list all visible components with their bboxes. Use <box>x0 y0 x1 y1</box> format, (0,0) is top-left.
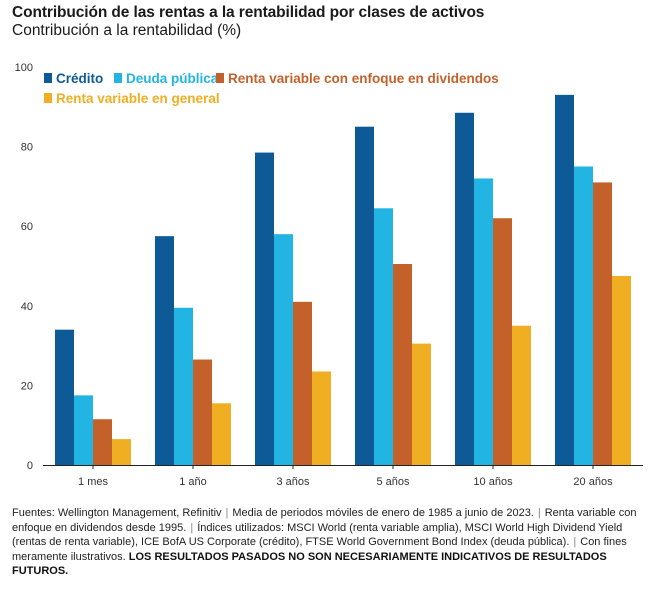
legend-label: Renta variable en general <box>56 91 220 106</box>
x-tick-label: 10 años <box>473 476 513 488</box>
x-axis: 1 mes 1 año 3 años 5 años 10 años 20 años <box>78 465 613 488</box>
legend-swatch <box>44 73 52 83</box>
bar-1-3 <box>255 152 274 465</box>
bar-2-4 <box>374 208 393 466</box>
bar-1-6 <box>555 94 574 466</box>
bar-1-4 <box>355 126 374 465</box>
footer-sources: Fuentes: Wellington Management, Refiniti… <box>12 507 222 519</box>
bar-3-1 <box>93 419 112 465</box>
bars <box>55 94 631 466</box>
bar-3-5 <box>493 218 512 465</box>
bar-chart: 0 20 40 60 80 100 1 mes 1 año 3 años 5 años 10 añ… <box>15 62 643 488</box>
x-tick-label: 20 años <box>573 476 613 488</box>
legend-label: Deuda pública <box>126 71 219 86</box>
bar-4-1 <box>112 439 131 465</box>
x-tick-label: 1 año <box>179 476 207 488</box>
y-tick-label: 20 <box>21 380 33 392</box>
y-tick-label: 80 <box>21 142 33 154</box>
legend-swatch <box>216 73 224 83</box>
footer-illustrative: Con fines meramente ilustrativos. <box>12 536 627 563</box>
bar-4-3 <box>312 371 331 465</box>
y-axis: 0 20 40 60 80 100 <box>15 62 33 472</box>
legend: Crédito Deuda pública Renta variable con e… <box>44 71 499 106</box>
bar-3-4 <box>393 264 412 465</box>
y-tick-label: 40 <box>21 301 33 313</box>
legend-swatch <box>44 93 52 103</box>
x-tick-label: 3 años <box>276 476 310 488</box>
bar-4-5 <box>512 325 531 465</box>
x-tick-label: 1 mes <box>78 476 108 488</box>
y-tick-label: 100 <box>15 62 33 74</box>
bar-2-1 <box>74 395 93 465</box>
bar-2-5 <box>474 178 493 465</box>
bar-1-5 <box>455 112 474 466</box>
legend-swatch <box>114 73 122 83</box>
footer-notes: Fuentes: Wellington Management, Refiniti… <box>12 507 637 578</box>
chart-subtitle: Contribución a la rentabilidad (%) <box>12 22 242 39</box>
footer-disclaimer: LOS RESULTADOS PASADOS NO SON NECESARIAM… <box>12 550 607 578</box>
footer-indices: Índices utilizados: MSCI World (renta va… <box>12 521 623 549</box>
bar-2-2 <box>174 307 193 465</box>
y-tick-label: 0 <box>27 460 33 472</box>
bar-3-6 <box>593 182 612 466</box>
bar-2-6 <box>574 166 593 465</box>
bar-4-6 <box>612 275 631 465</box>
bar-1-1 <box>55 329 74 465</box>
bar-2-3 <box>274 234 293 465</box>
bar-3-2 <box>193 359 212 465</box>
bar-1-2 <box>155 236 174 465</box>
bar-3-3 <box>293 301 312 465</box>
footer-dividend-note: Renta variable con enfoque en dividendos… <box>12 507 637 534</box>
bar-4-2 <box>212 403 231 465</box>
footer-period: Media de periodos móviles de enero de 19… <box>232 507 534 519</box>
legend-label: Crédito <box>56 71 103 86</box>
x-tick-label: 5 años <box>376 476 410 488</box>
bar-4-4 <box>412 343 431 465</box>
y-tick-label: 60 <box>21 221 33 233</box>
chart-title: Contribución de las rentas a la rentabil… <box>12 4 485 21</box>
legend-label: Renta variable con enfoque en dividendos <box>228 71 499 86</box>
